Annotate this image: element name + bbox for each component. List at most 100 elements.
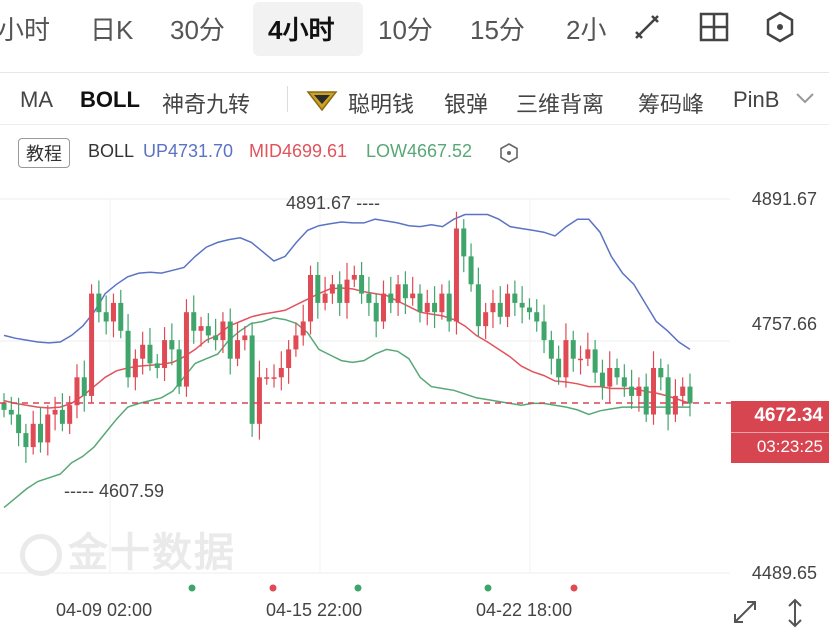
- candle-body: [315, 274, 321, 303]
- settings-hexagon-icon[interactable]: [763, 10, 797, 44]
- candle-body: [89, 293, 95, 396]
- candle-body: [256, 377, 262, 424]
- candle-body: [337, 284, 343, 303]
- candle-body: [132, 358, 138, 378]
- candle-body: [293, 335, 299, 350]
- candle-body: [235, 340, 241, 359]
- grid-lines: [0, 198, 730, 574]
- candle-body: [643, 386, 649, 415]
- candle-body: [614, 368, 620, 378]
- indicator-silver-bullet[interactable]: 银弹: [444, 92, 489, 117]
- candle-body: [242, 335, 248, 341]
- candle-body: [585, 349, 591, 359]
- candle-body: [74, 377, 80, 406]
- y-tick-low: 4489.65: [751, 563, 817, 583]
- indicator-divergence[interactable]: 三维背离: [516, 92, 605, 117]
- candle-body: [570, 340, 576, 359]
- divider: [0, 72, 829, 73]
- candle-body: [402, 284, 408, 299]
- event-dot: [570, 584, 578, 592]
- y-tick-high: 4891.67: [751, 189, 817, 209]
- candle-body: [461, 228, 467, 257]
- candle-body: [592, 349, 598, 373]
- indicator-ma[interactable]: MA: [20, 87, 53, 112]
- watermark: 金十数据: [20, 520, 236, 578]
- logo-icon: [20, 534, 62, 577]
- candle-body: [249, 335, 255, 424]
- settings-hexagon-icon[interactable]: [498, 142, 520, 164]
- chevron-down-icon[interactable]: [794, 90, 816, 106]
- tutorial-button[interactable]: 教程: [18, 138, 70, 168]
- candle-body: [483, 312, 489, 327]
- candle-body: [198, 326, 204, 331]
- candle-body: [183, 312, 189, 387]
- candle-body: [366, 293, 372, 303]
- indicator-boll[interactable]: BOLL: [80, 87, 140, 112]
- tab-daily[interactable]: 日K: [90, 15, 134, 45]
- candle-body: [286, 349, 292, 369]
- candle-body: [672, 395, 678, 415]
- candle-body: [23, 433, 29, 448]
- candle-body: [1, 402, 7, 410]
- countdown: 03:23:25: [756, 437, 823, 456]
- tab-15m[interactable]: 15分: [470, 15, 525, 45]
- indicator-magic-nine[interactable]: 神奇九转: [162, 92, 251, 117]
- x-tick-2: 04-15 22:00: [266, 600, 363, 620]
- grid-layout-icon[interactable]: [697, 10, 731, 44]
- timeframe-tabs: 小时 日K 30分 4小时 10分 15分 2小: [0, 0, 829, 64]
- candles: [1, 211, 693, 463]
- candle-body: [176, 349, 182, 387]
- candle-body: [30, 423, 36, 448]
- indicator-chip-peak[interactable]: 筹码峰: [638, 92, 705, 117]
- tab-30m[interactable]: 30分: [170, 15, 225, 45]
- candle-body: [578, 358, 584, 361]
- candle-body: [636, 386, 642, 396]
- candle-body: [373, 302, 379, 322]
- candle-body: [658, 368, 664, 378]
- markers: [0, 402, 731, 592]
- event-dot: [354, 584, 362, 592]
- candle-body: [497, 302, 503, 317]
- candle-body: [140, 344, 146, 359]
- candlestick-chart[interactable]: [0, 180, 829, 600]
- indicator-smart-money[interactable]: 聪明钱: [348, 92, 415, 117]
- candle-body: [191, 312, 197, 331]
- x-tick-3: 04-22 18:00: [476, 600, 573, 620]
- candle-body: [8, 409, 14, 415]
- candle-body: [103, 312, 109, 322]
- candle-body: [344, 279, 350, 303]
- tab-1h[interactable]: 小时: [0, 15, 51, 45]
- boll-upper-line: [3, 213, 691, 351]
- low-annotation: ----- 4607.59: [64, 481, 165, 501]
- candle-body: [213, 335, 219, 341]
- legend-low: LOW4667.52: [366, 141, 473, 161]
- high-annotation: 4891.67 ----: [286, 193, 381, 213]
- candle-body: [16, 414, 22, 434]
- candle-body: [351, 274, 357, 280]
- event-dot: [188, 584, 196, 592]
- candle-body: [621, 377, 627, 387]
- expand-icon[interactable]: [731, 598, 759, 626]
- candle-body: [687, 386, 693, 404]
- indicator-pinbar[interactable]: PinB: [733, 87, 780, 112]
- boll-bands: [3, 213, 691, 509]
- candle-body: [468, 256, 474, 285]
- candle-body: [147, 344, 153, 364]
- candle-body: [432, 302, 438, 313]
- candle-body: [395, 284, 401, 303]
- candle-body: [162, 340, 168, 369]
- candle-body: [446, 293, 452, 322]
- boll-lower-line: [3, 317, 690, 509]
- candle-body: [651, 368, 657, 415]
- tab-4h[interactable]: 4小时: [268, 15, 335, 45]
- candle-body: [388, 293, 394, 303]
- tab-2h[interactable]: 2小: [566, 15, 607, 45]
- candle-body: [118, 302, 124, 331]
- candle-body: [541, 321, 547, 341]
- tab-10m[interactable]: 10分: [378, 15, 433, 45]
- candle-body: [359, 274, 365, 294]
- draw-tool-icon[interactable]: [630, 10, 664, 44]
- scroll-arrows-icon[interactable]: [784, 598, 806, 628]
- candle-body: [300, 321, 306, 336]
- candle-body: [556, 358, 562, 378]
